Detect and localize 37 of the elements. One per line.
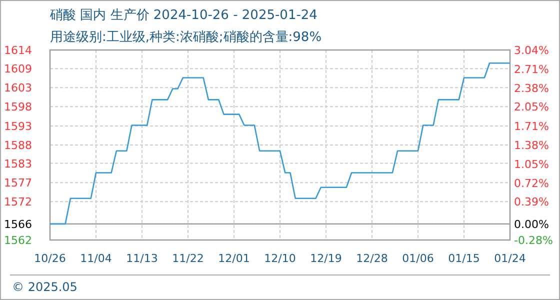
y-tick-label: 1603 [4, 82, 32, 95]
x-tick-label: 12/10 [264, 252, 296, 265]
line-series [49, 62, 511, 225]
x-tick-label: 11/04 [80, 252, 112, 265]
y-tick-label: 1572 [4, 196, 32, 209]
x-tick-label: 01/15 [448, 252, 480, 265]
x-tick-label: 10/26 [34, 252, 66, 265]
x-tick-label: 11/22 [172, 252, 204, 265]
y2-tick-label: 1.71% [514, 120, 549, 134]
text: © 2025.05 [12, 280, 78, 294]
y-tick-label: 1598 [4, 100, 32, 114]
y-tick-label: 1593 [4, 120, 32, 133]
x-tick-label: 11/13 [126, 252, 158, 265]
y2-tick-label: 0.39% [514, 196, 549, 209]
x-tick-label: 01/24 [494, 252, 526, 265]
y2-tick-label: 2.05% [514, 100, 549, 114]
x-tick-label: 12/28 [356, 252, 388, 265]
chart-title: 硝酸 国内 生产价 2024-10-26 - 2025-01-24 [49, 8, 318, 23]
y2-tick-label: 2.38% [514, 82, 549, 95]
y-tick-label: 1583 [4, 157, 32, 170]
y2-tick-label: 3.04% [514, 44, 549, 57]
y-tick-label: 1566 [4, 218, 32, 231]
y2-tick-label: 0.72% [514, 176, 549, 190]
y-tick-label: 1588 [4, 139, 32, 152]
y2-tick-label: 0.00% [514, 218, 549, 231]
y-tick-label: 1614 [4, 44, 32, 57]
y2-tick-label: 1.05% [514, 158, 549, 171]
y2-tick-label: -0.28% [514, 234, 553, 247]
y2-tick-label: 1.38% [514, 139, 549, 152]
chart-subtitle: 用途级别:工业级,种类:浓硝酸;硝酸的含量:98% [50, 30, 322, 45]
x-tick-label: 12/01 [218, 252, 250, 265]
x-tick-label: 01/06 [402, 252, 434, 265]
y-tick-label: 1577 [4, 176, 32, 190]
x-tick-label: 12/19 [310, 252, 342, 265]
y-tick-label: 1562 [4, 234, 32, 247]
y2-tick-label: 2.71% [514, 62, 549, 76]
y-tick-label: 1609 [4, 62, 32, 76]
